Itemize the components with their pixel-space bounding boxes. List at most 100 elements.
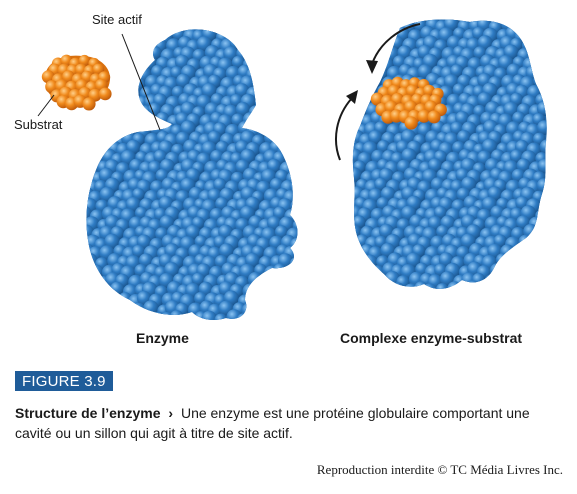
atom-sphere — [86, 253, 98, 269]
atom-sphere — [417, 109, 431, 123]
atom-sphere — [98, 111, 114, 127]
atom-sphere — [375, 47, 390, 62]
atom-sphere — [268, 30, 283, 44]
atom-sphere — [510, 265, 524, 280]
atom-sphere — [269, 177, 284, 192]
atom-sphere — [443, 19, 459, 32]
atom-sphere — [536, 101, 547, 117]
atom-sphere — [352, 45, 357, 61]
atom-sphere — [539, 197, 547, 213]
atom-sphere — [352, 272, 366, 286]
atom-sphere — [424, 100, 438, 114]
atom-sphere — [91, 36, 105, 50]
atom-sphere — [125, 197, 141, 212]
atom-sphere — [465, 280, 481, 289]
atom-sphere — [489, 263, 505, 278]
atom-sphere — [201, 83, 217, 99]
atom-sphere — [234, 83, 250, 98]
figure-number-badge: FIGURE 3.9 — [15, 371, 113, 391]
atom-sphere — [247, 291, 263, 307]
atom-sphere — [279, 104, 296, 121]
atom-sphere — [358, 75, 374, 91]
atom-sphere — [126, 84, 141, 99]
atom-sphere — [359, 281, 375, 289]
atom-sphere — [536, 45, 547, 61]
atom-sphere — [133, 114, 147, 128]
atom-sphere — [352, 236, 357, 252]
atom-sphere — [232, 29, 246, 31]
atom-sphere — [239, 29, 255, 36]
caption-text: Une enzyme est une protéine globulaire c… — [15, 405, 530, 441]
atom-sphere — [364, 272, 380, 289]
atom-sphere — [280, 46, 296, 63]
atom-sphere — [352, 75, 365, 90]
atom-sphere — [523, 280, 539, 289]
atom-sphere — [528, 46, 543, 61]
atom-sphere — [105, 122, 121, 138]
atom-sphere — [490, 282, 506, 289]
atom-sphere — [262, 92, 278, 108]
arrowhead-top — [366, 60, 378, 74]
atom-sphere — [120, 73, 137, 89]
atom-sphere — [506, 255, 522, 271]
atom-sphere — [147, 102, 162, 117]
atom-sphere — [495, 253, 509, 267]
atom-sphere — [275, 133, 290, 147]
atom-sphere — [535, 209, 547, 223]
atom-sphere — [531, 246, 546, 260]
atom-sphere — [220, 29, 237, 35]
atom-sphere — [434, 206, 447, 219]
atom-sphere — [450, 64, 464, 78]
atom-sphere — [86, 29, 98, 43]
atom-sphere — [82, 97, 96, 111]
atom-sphere — [259, 29, 275, 42]
atom-sphere — [352, 19, 358, 25]
atom-sphere — [362, 254, 378, 270]
atom-sphere — [510, 284, 525, 289]
atom-sphere — [472, 272, 486, 287]
atom-sphere — [289, 237, 298, 252]
atom-sphere — [274, 225, 289, 239]
atom-sphere — [107, 311, 123, 320]
atom-sphere — [270, 121, 284, 136]
atom-sphere — [116, 45, 131, 61]
atom-sphere — [279, 66, 296, 82]
atom-sphere — [406, 252, 422, 268]
atom-sphere — [246, 29, 261, 44]
atom-sphere — [86, 132, 94, 148]
atom-sphere — [252, 29, 266, 32]
atom-sphere — [138, 253, 154, 268]
atom-sphere — [248, 48, 263, 64]
atom-sphere — [135, 40, 149, 54]
atom-sphere — [267, 48, 282, 63]
atom-sphere — [396, 275, 410, 289]
atom-sphere — [78, 54, 91, 67]
atom-sphere — [132, 244, 145, 258]
atom-sphere — [116, 103, 131, 119]
atom-sphere — [256, 292, 271, 307]
copyright-notice: Reproduction interdite © TC Média Livres… — [316, 462, 563, 477]
atom-sphere — [285, 93, 298, 109]
atom-sphere — [526, 234, 542, 250]
atom-sphere — [100, 130, 116, 146]
atom-sphere — [498, 281, 514, 289]
atom-sphere — [421, 283, 438, 289]
atom-sphere — [283, 74, 298, 89]
atom-sphere — [290, 199, 298, 213]
atom-sphere — [104, 291, 120, 308]
atom-sphere — [357, 19, 373, 32]
atom-sphere — [106, 29, 122, 45]
atom-sphere — [191, 272, 205, 286]
atom-sphere — [353, 29, 367, 43]
atom-sphere — [352, 27, 360, 43]
atom-sphere — [414, 281, 428, 289]
atom-sphere — [270, 313, 285, 320]
atom-sphere — [427, 110, 441, 124]
atom-sphere — [236, 313, 251, 320]
atom-sphere — [435, 283, 449, 289]
atom-sphere — [428, 158, 443, 173]
atom-sphere — [273, 263, 287, 277]
atom-sphere — [503, 273, 520, 289]
atom-sphere — [259, 83, 275, 99]
atom-sphere — [368, 73, 383, 88]
